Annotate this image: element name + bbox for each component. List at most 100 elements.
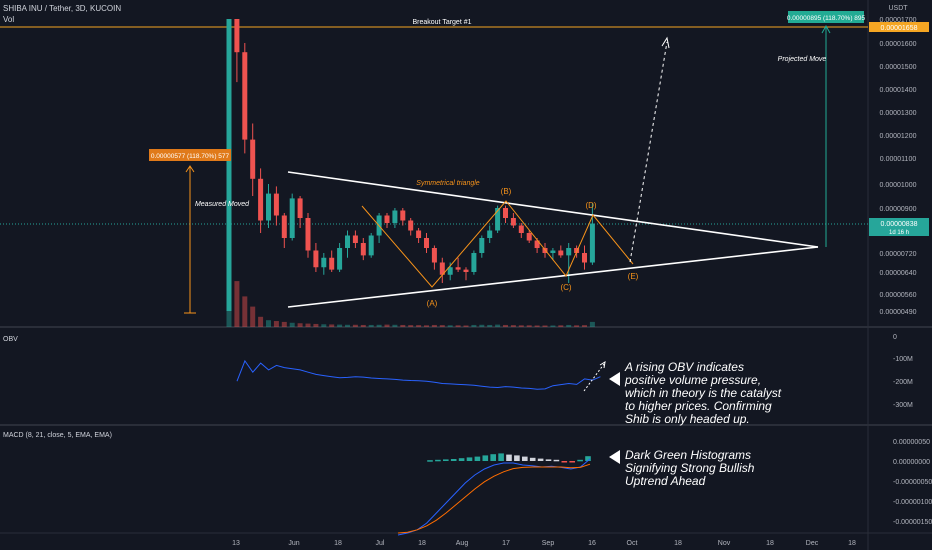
macd-histogram-bar <box>545 459 552 461</box>
time-tick-label: 13 <box>232 540 240 547</box>
obv-tick-label: 0 <box>893 334 897 341</box>
price-tick-label: 0.00001700 <box>880 17 917 24</box>
countdown-text: 1d 16 h <box>889 230 909 236</box>
candle-down <box>360 243 366 256</box>
candle-up <box>345 235 350 248</box>
candle-up <box>226 19 232 311</box>
candle-up <box>392 210 398 223</box>
time-tick-label: 17 <box>502 540 510 547</box>
projected-move-tag-text: 0.00000895 (118.70%) 895 <box>787 15 866 22</box>
volume-bar <box>305 323 311 327</box>
candle-down <box>250 139 256 179</box>
candle-down <box>400 210 406 221</box>
price-tick-label: 0.00001500 <box>880 64 917 71</box>
candle-down <box>510 218 516 226</box>
wave-label-b: (B) <box>501 187 512 196</box>
time-tick-label: Aug <box>456 540 469 547</box>
obv-axis: 0 -100M -200M -300M <box>893 334 913 409</box>
volume-bar <box>471 324 477 327</box>
breakout-target-label: Breakout Target #1 <box>412 19 471 26</box>
volume-bar <box>503 324 508 327</box>
projection-arrowhead-icon <box>661 36 670 49</box>
candle-down <box>242 52 248 140</box>
time-tick-label: Dec <box>806 540 819 547</box>
macd-histogram-bar <box>561 461 568 463</box>
candle-up <box>550 250 556 253</box>
candle-down <box>408 220 414 231</box>
candle-up <box>471 253 477 272</box>
price-tick-label: 0.00001400 <box>880 87 917 94</box>
obv-tick-label: -200M <box>893 379 913 386</box>
volume-bar <box>495 324 501 327</box>
price-tick-label: 0.00001600 <box>880 41 917 48</box>
triangle-upper-trendline[interactable] <box>287 171 819 248</box>
macd-note: Dark Green Histograms Signifying Strong … <box>625 448 755 488</box>
macd-title: MACD (8, 21, close, 5, EMA, EMA) <box>3 432 112 439</box>
price-tick-label: 0.00001200 <box>880 133 917 140</box>
candle-up <box>337 248 343 270</box>
measured-move-arrow-icon <box>185 165 195 173</box>
time-tick-label: Oct <box>627 540 638 547</box>
wave-path[interactable] <box>361 200 634 288</box>
volume-bar <box>408 325 414 327</box>
price-axis[interactable]: 0.00001700 0.00001600 0.00001500 0.00001400… <box>880 17 917 316</box>
measured-move-tag <box>149 149 231 161</box>
volume-bar <box>550 325 556 327</box>
volume-bar <box>242 296 248 327</box>
macd-tick-label: 0.00000050 <box>893 439 930 446</box>
wave-label-a: (A) <box>427 299 438 308</box>
macd-histogram-bar <box>490 454 496 461</box>
time-tick-label: Jul <box>376 540 385 547</box>
symbol-title[interactable]: SHIBA INU / Tether, 3D, KUCOIN <box>3 4 121 13</box>
time-axis[interactable]: 13 Jun 18 Jul 18 Aug 17 Sep 16 Oct 18 Nov 18 Dec 18 <box>232 540 856 547</box>
candle-down <box>416 230 422 238</box>
volume-bar <box>250 306 256 327</box>
obv-tick-label: -300M <box>893 402 913 409</box>
macd-histogram-bar <box>569 461 575 463</box>
measured-move-tag-text: 0.00000577 (118.70%) 577 <box>151 153 230 160</box>
volume-label: Vol <box>3 15 14 24</box>
macd-histogram-bar <box>537 458 544 461</box>
volume-bar <box>400 324 406 327</box>
volume-bar <box>447 325 453 327</box>
obv-line <box>236 359 601 390</box>
volume-bar <box>321 324 327 327</box>
candle-down <box>352 235 358 243</box>
macd-histogram-bar <box>482 455 489 461</box>
volume-bar <box>416 325 422 327</box>
target-price-text: 0.00001658 <box>881 25 918 32</box>
triangle-lower-trendline[interactable] <box>287 246 819 308</box>
candle-down <box>329 257 335 270</box>
candle-down <box>258 178 264 221</box>
wave-label-d: (D) <box>585 201 596 210</box>
volume-bar <box>424 325 429 327</box>
macd-histogram-bar <box>522 456 528 461</box>
macd-histogram-bar <box>529 457 536 461</box>
volume-bar <box>463 325 469 327</box>
macd-histogram-bar <box>514 455 520 461</box>
signal-line <box>397 463 591 534</box>
time-tick-label: 18 <box>418 540 426 547</box>
macd-histogram-bar <box>553 459 560 462</box>
candle-down <box>234 19 240 53</box>
time-tick-label: Sep <box>542 540 555 547</box>
macd-tick-label: -0.00000050 <box>893 479 932 486</box>
candle-down <box>431 248 437 263</box>
volume-bar <box>510 325 516 327</box>
projection-dashed-arrow[interactable] <box>629 41 668 263</box>
current-price-text: 0.00000838 <box>881 221 918 228</box>
candle-up <box>566 248 572 256</box>
time-tick-label: Jun <box>288 540 299 547</box>
time-tick-label: 18 <box>848 540 856 547</box>
candle-down <box>455 267 461 270</box>
candlestick-series <box>226 19 595 311</box>
candle-down <box>574 248 580 253</box>
candle-down <box>273 193 279 216</box>
price-tick-label: 0.00000560 <box>880 292 917 299</box>
price-tick-label: 0.00000720 <box>880 251 917 258</box>
volume-bar <box>234 281 240 327</box>
price-tick-label: 0.00001100 <box>880 156 917 163</box>
volume-bar <box>582 325 587 327</box>
projected-move-arrow-icon <box>821 24 831 34</box>
